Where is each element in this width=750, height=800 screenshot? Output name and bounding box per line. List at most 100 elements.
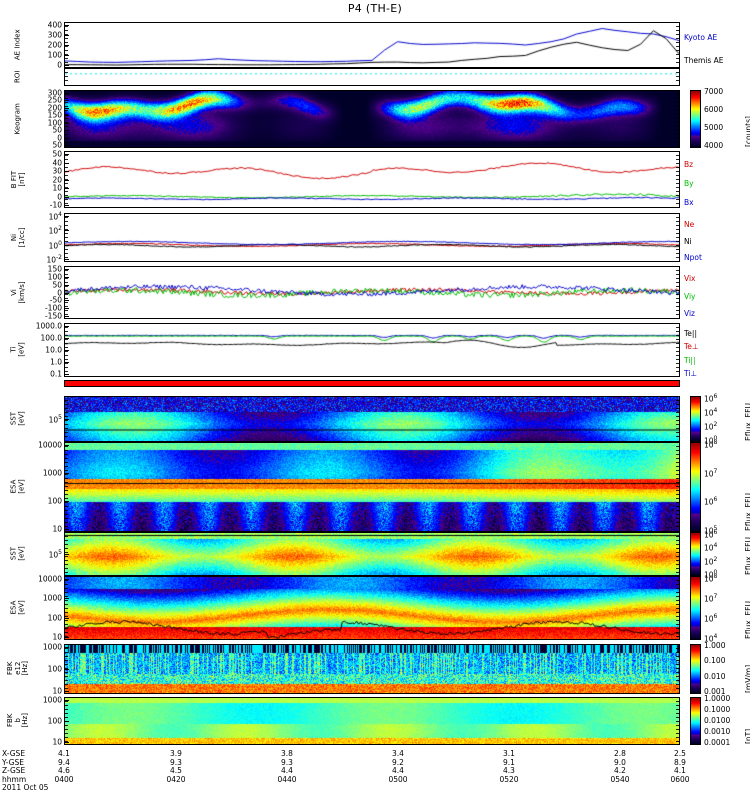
minor-tick [64,701,68,702]
minor-tick [64,138,68,139]
minor-tick [64,163,68,164]
ytick-label: 100 [47,716,62,726]
minor-tick [676,436,680,437]
minor-tick [676,274,680,275]
minor-tick [64,175,68,176]
minor-tick [64,450,68,451]
legend-ni: Ni [684,236,692,246]
minor-tick [64,221,68,222]
minor-tick [64,159,68,160]
minor-tick [64,347,68,348]
minor-tick [676,552,680,553]
minor-tick [64,58,68,59]
minor-tick [676,34,680,35]
legend-bz: Bz [684,159,694,169]
tick-mark [64,362,69,363]
minor-tick [64,526,68,527]
minor-tick [64,664,68,665]
minor-tick [64,217,68,218]
minor-tick [676,737,680,738]
minor-tick [676,514,680,515]
ytick-label: -100 [44,303,62,313]
minor-tick [676,424,680,425]
colorbar-tick: 100 [704,568,718,580]
page-title: P4 (TH-E) [347,2,403,15]
tick-mark [64,374,69,375]
plot-area-keogram [65,91,679,147]
minor-tick [64,462,68,463]
minor-tick [676,233,680,234]
ytick-label: 100.0 [40,333,62,343]
panel-temperature [64,323,680,377]
tick-mark [64,300,69,302]
minor-tick [64,474,68,475]
tick-mark [64,742,69,743]
minor-tick [64,80,68,81]
minor-tick [64,134,68,135]
mode-indicator-bar [64,380,680,387]
minor-tick [64,179,68,180]
tick-mark [64,669,69,670]
tick-mark [64,637,69,638]
minor-tick [676,155,680,156]
plot-area-esa-electron [65,443,679,531]
minor-tick [676,72,680,73]
plot-area-temperature [65,324,679,376]
minor-tick [64,302,68,303]
colorbar-tick: 1.000 [704,641,726,650]
ytick-label: 1000.0 [35,321,62,331]
minor-tick [64,490,68,491]
minor-tick [64,564,68,565]
minor-tick [676,270,680,271]
minor-tick [676,450,680,451]
axis-row-names: X-GSE Y-GSE Z-GSE hhmm [2,749,27,784]
minor-tick [64,668,68,669]
ytick-label: 105 [48,414,62,425]
tick-mark [64,145,69,146]
plot-area-sst-electron [65,397,679,441]
tick-mark [64,25,69,26]
minor-tick [676,462,680,463]
minor-tick [64,632,68,633]
panel-sst-ion [64,532,680,576]
panel-vi [64,266,680,319]
ytick-label: -150 [44,311,62,321]
x-tick-0520: 3.1 9.1 4.3 0520 [499,749,519,784]
minor-tick [64,241,68,242]
minor-tick [676,339,680,340]
colorbar-tick: 106 [704,612,718,624]
minor-tick [676,564,680,565]
minor-tick [676,636,680,637]
colorbar-tick: 0.1000 [704,705,731,714]
tick-mark [64,107,69,109]
minor-tick [64,130,68,131]
minor-tick [64,540,68,541]
minor-tick [64,363,68,364]
minor-tick [676,544,680,545]
minor-tick [676,408,680,409]
minor-tick [676,733,680,734]
minor-tick [676,118,680,119]
minor-tick [64,506,68,507]
minor-tick [64,171,68,172]
ytick-label: 0 [57,287,62,297]
panel-b-fit [64,151,680,208]
minor-tick [676,676,680,677]
colorbar-tick: 106 [704,496,718,507]
ytick-label: 10 [52,524,62,534]
minor-tick [676,600,680,601]
minor-tick [676,167,680,168]
minor-tick [676,648,680,649]
colorbar-tick: 0.0010 [704,727,731,736]
minor-tick [64,94,68,95]
minor-tick [676,110,680,111]
minor-tick [64,652,68,653]
colorbar-tick: 104 [704,632,718,644]
minor-tick [64,114,68,115]
colorbar-fbk-e12 [690,644,701,694]
minor-tick [676,114,680,115]
minor-tick [64,616,68,617]
minor-tick [676,347,680,348]
minor-tick [676,187,680,188]
